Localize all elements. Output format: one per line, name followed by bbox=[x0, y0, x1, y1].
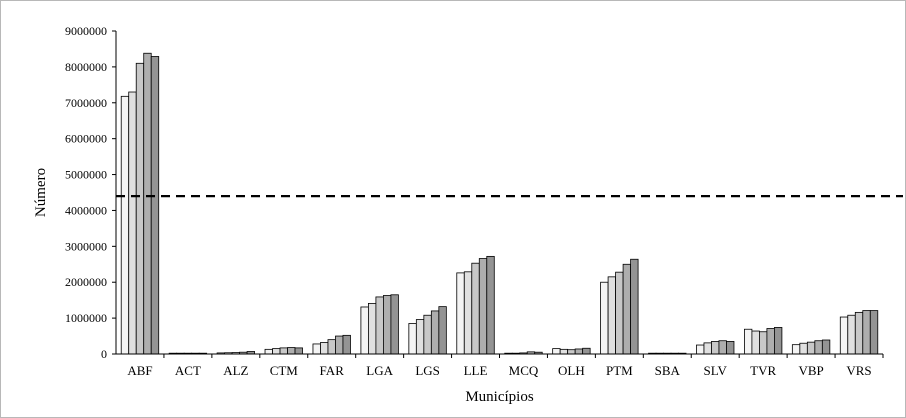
bar-lgs-s3 bbox=[423, 314, 432, 355]
bar-lga-s4 bbox=[383, 295, 392, 355]
bar-lle-s1 bbox=[456, 272, 465, 355]
x-axis-ticks: ABF ACT ALZ CTM FAR LGA LGS LLE MCQ OLH PTM SBA SLV T… bbox=[127, 354, 884, 378]
bar-vbp-s5 bbox=[821, 339, 831, 355]
bar-tvr-s3 bbox=[759, 331, 768, 355]
bar-lga-s1 bbox=[360, 306, 369, 355]
y-tick-label: 9000000 bbox=[65, 24, 107, 38]
bar-ptm-s5 bbox=[630, 258, 639, 355]
bar-vrs-s4 bbox=[862, 310, 871, 355]
bar-vrs-s5 bbox=[869, 310, 879, 355]
bar-lgs-s5 bbox=[438, 306, 447, 355]
bar-vrs-s2 bbox=[847, 314, 856, 355]
x-tick-label: LGS bbox=[415, 363, 440, 378]
y-tick-label: 1000000 bbox=[65, 311, 107, 325]
bar-abf-s4 bbox=[143, 52, 152, 355]
bar-abf-s3 bbox=[135, 62, 145, 355]
bar-vbp-s3 bbox=[806, 341, 816, 355]
x-tick-label: ABF bbox=[127, 363, 152, 378]
bar-ptm-s3 bbox=[615, 271, 624, 355]
bars-layer bbox=[120, 52, 879, 355]
bar-olh-s5 bbox=[582, 347, 591, 355]
bar-lga-s3 bbox=[375, 296, 384, 355]
bar-lle-s5 bbox=[486, 255, 495, 355]
bar-ctm-s2 bbox=[272, 348, 281, 355]
x-tick-label: LGA bbox=[366, 363, 393, 378]
bar-lga-s2 bbox=[368, 302, 377, 355]
y-axis-ticks: 0 1000000 2000000 3000000 4000000 5000000 6000… bbox=[65, 24, 116, 361]
bar-abf-s5 bbox=[150, 56, 160, 355]
bar-olh-s4 bbox=[574, 348, 584, 355]
bar-lgs-s4 bbox=[430, 310, 440, 355]
bar-vrs-s1 bbox=[839, 316, 849, 355]
bar-slv-s2 bbox=[703, 342, 712, 355]
bar-olh-s2 bbox=[559, 348, 569, 355]
bar-far-s4 bbox=[335, 335, 344, 355]
bar-lle-s4 bbox=[478, 258, 488, 355]
bar-lgs-s1 bbox=[408, 323, 417, 355]
bar-olh-s1 bbox=[552, 348, 561, 355]
bar-lgs-s2 bbox=[415, 319, 425, 355]
bar-olh-s3 bbox=[567, 349, 576, 355]
bar-far-s3 bbox=[327, 339, 336, 355]
x-tick-label: TVR bbox=[750, 363, 776, 378]
y-tick-label: 7000000 bbox=[65, 96, 107, 110]
bar-vbp-s2 bbox=[799, 342, 808, 355]
bar-far-s5 bbox=[342, 334, 351, 355]
x-tick-label: PTM bbox=[606, 363, 633, 378]
bar-lle-s3 bbox=[471, 262, 480, 355]
x-tick-label: VRS bbox=[846, 363, 871, 378]
bar-slv-s1 bbox=[696, 344, 705, 355]
bar-ctm-s3 bbox=[279, 347, 288, 355]
bar-ctm-s1 bbox=[264, 348, 273, 355]
bar-ptm-s1 bbox=[600, 281, 609, 355]
bar-ptm-s2 bbox=[607, 276, 616, 355]
bar-tvr-s4 bbox=[766, 328, 775, 355]
bar-slv-s4 bbox=[718, 340, 727, 355]
x-tick-label: VBP bbox=[798, 363, 823, 378]
x-tick-label: OLH bbox=[558, 363, 585, 378]
x-tick-label: SLV bbox=[704, 363, 728, 378]
x-tick-label: SBA bbox=[655, 363, 681, 378]
y-tick-label: 2000000 bbox=[65, 275, 107, 289]
bar-tvr-s5 bbox=[774, 327, 783, 355]
bar-vrs-s3 bbox=[854, 311, 864, 355]
x-tick-label: MCQ bbox=[509, 363, 539, 378]
bar-ctm-s5 bbox=[294, 347, 303, 355]
y-tick-label: 6000000 bbox=[65, 132, 107, 146]
bar-vbp-s1 bbox=[791, 344, 801, 355]
y-tick-label: 5000000 bbox=[65, 168, 107, 182]
x-tick-label: FAR bbox=[320, 363, 345, 378]
bar-vbp-s4 bbox=[814, 340, 823, 355]
x-tick-label: ACT bbox=[175, 363, 201, 378]
bar-slv-s3 bbox=[711, 341, 720, 355]
y-axis-title: Número bbox=[33, 168, 49, 217]
bar-lle-s2 bbox=[463, 271, 473, 355]
bar-abf-s2 bbox=[128, 91, 137, 355]
bar-tvr-s2 bbox=[751, 330, 760, 355]
y-tick-label: 3000000 bbox=[65, 239, 107, 253]
x-axis-title: Municípios bbox=[465, 389, 533, 405]
y-tick-label: 4000000 bbox=[65, 203, 107, 217]
bar-ctm-s4 bbox=[287, 347, 296, 355]
y-tick-label: 0 bbox=[101, 347, 107, 361]
bar-slv-s5 bbox=[726, 341, 735, 355]
bar-ptm-s4 bbox=[622, 263, 631, 355]
y-tick-label: 8000000 bbox=[65, 60, 107, 74]
x-tick-label: CTM bbox=[270, 363, 299, 378]
x-tick-label: LLE bbox=[464, 363, 488, 378]
bar-far-s1 bbox=[312, 343, 321, 355]
bar-abf-s1 bbox=[120, 95, 130, 355]
x-tick-label: ALZ bbox=[223, 363, 248, 378]
bar-tvr-s1 bbox=[744, 328, 753, 355]
bar-far-s2 bbox=[320, 342, 329, 355]
bar-lga-s5 bbox=[390, 294, 399, 355]
